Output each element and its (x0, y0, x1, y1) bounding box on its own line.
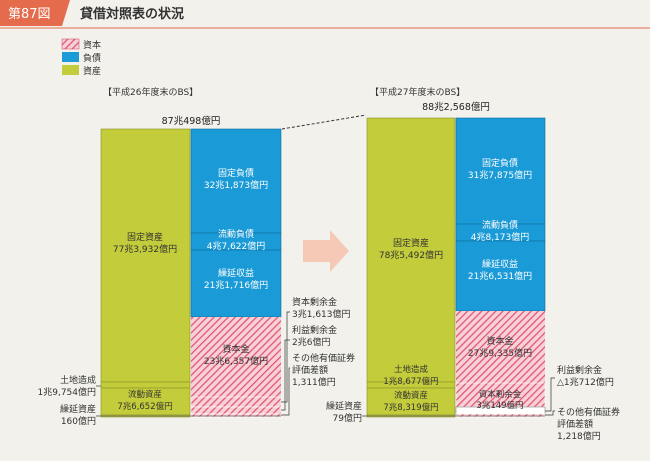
h26-liability-current-name: 流動負債 (218, 228, 254, 240)
bar-h26 (100, 128, 282, 418)
h27-asset-fixed-name: 固定資産 (393, 237, 429, 249)
h26-asset-deferred-amount: 160億円 (61, 415, 96, 427)
h27-liability-fixed-amount: 31兆7,875億円 (468, 169, 532, 181)
h26-retained-leader (281, 339, 290, 411)
heading-h26: 【平成26年度末のBS】 (103, 86, 198, 98)
h27-capital-stock-name: 資本金 (486, 335, 513, 347)
h26-asset-current-amount: 7兆6,652億円 (117, 401, 172, 412)
legend-swatch-liability (62, 52, 79, 62)
h27-capital-surplus-name: 資本剰余金 (479, 389, 522, 400)
figure-badge-tip (62, 0, 70, 26)
h26-liability-fixed-name: 固定負債 (218, 167, 254, 179)
h26-asset-land-amount: 1兆9,754億円 (38, 386, 97, 398)
figure-badge (0, 0, 62, 26)
h26-asset-deferred-name: 繰延資産 (60, 403, 96, 415)
figure-title: 貸借対照表の状況 (80, 6, 184, 22)
h26-valuation-difference-name-2: 評価差額 (292, 364, 328, 376)
h26-asset-fixed (100, 128, 191, 383)
h26-valuation-difference-amount: 1,311億円 (292, 376, 336, 388)
h27-asset-current-name: 流動資産 (394, 390, 428, 401)
h26-liability-fixed (190, 128, 282, 234)
legend-swatch-asset (62, 65, 79, 75)
total-h27: 88兆2,568億円 (422, 101, 490, 113)
h27-asset-deferred-amount: 79億円 (333, 412, 362, 424)
transition-arrow (303, 230, 349, 272)
h26-asset-current (100, 387, 191, 416)
h26-capital-stock-name: 資本金 (222, 343, 249, 355)
h26-liability-fixed-amount: 32兆1,873億円 (204, 179, 268, 191)
legend-label-liability: 負債 (83, 52, 101, 64)
h26-capital-surplus-amount: 3兆1,613億円 (292, 308, 351, 320)
header: 第87図 貸借対照表の状況 (0, 0, 650, 29)
h27-liability-deferred-revenue (455, 240, 546, 312)
h26-retained-earnings (190, 406, 282, 415)
h27-asset-fixed-amount: 78兆5,492億円 (379, 249, 443, 261)
h27-valuation-difference-name-2: 評価差額 (557, 418, 593, 430)
h27-liability-fixed-name: 固定負債 (482, 157, 518, 169)
bar-h27 (366, 117, 546, 418)
legend: 資本 負債 資産 (61, 38, 101, 77)
h26-asset-fixed-name: 固定資産 (127, 231, 163, 243)
h26-retained-earnings-name: 利益剰余金 (292, 324, 337, 336)
h26-retained-earnings-amount: 2兆6億円 (292, 336, 330, 348)
h27-asset-land-name: 土地造成 (394, 364, 429, 375)
h27-asset-land-amount: 1兆8,677億円 (383, 376, 438, 387)
h27-retained-earnings-name: 利益剰余金 (557, 364, 602, 376)
h26-capital-stock (191, 317, 281, 397)
h27-capital-surplus-amount: 3兆149億円 (476, 400, 523, 411)
total-h26: 87兆498億円 (162, 115, 221, 127)
legend-label-asset: 資産 (83, 65, 101, 77)
total-connector-line (281, 114, 367, 130)
h26-deferred-revenue-name: 繰延収益 (218, 267, 254, 279)
h26-valuation-difference (190, 413, 282, 418)
h27-liability-current-amount: 4兆8,173億円 (471, 231, 530, 243)
h27-asset-current-amount: 7兆8,319億円 (383, 402, 438, 413)
h26-asset-current-name: 流動資産 (128, 389, 162, 400)
legend-label-capital: 資本 (83, 39, 101, 51)
h27-retained-leader (545, 377, 555, 412)
h26-valuation-difference-name-1: その他有価証券 (292, 352, 355, 364)
h27-valuation-leader (545, 410, 555, 416)
h26-asset-land (100, 381, 191, 389)
h27-asset-deferred-name: 繰延資産 (326, 400, 362, 412)
h27-liability-current-name: 流動負債 (482, 219, 518, 231)
h27-valuation-difference-amount: 1,218億円 (557, 430, 601, 442)
h26-valuation-leader (281, 367, 290, 416)
h27-valuation-difference-name-1: その他有価証券 (557, 406, 620, 418)
h27-deferred-revenue-name: 繰延収益 (482, 258, 518, 270)
h26-deferred-revenue-amount: 21兆1,716億円 (204, 279, 268, 291)
h26-capital-surplus-name: 資本剰余金 (292, 296, 337, 308)
h26-asset-land-name: 土地造成 (60, 374, 96, 386)
h27-deferred-revenue-amount: 21兆6,531億円 (468, 270, 532, 282)
h27-capital-surplus (455, 382, 546, 408)
h27-valuation-difference (455, 413, 546, 418)
h27-asset-fixed (366, 117, 456, 383)
h26-surplus-leader (281, 311, 290, 403)
h26-liability-deferred-revenue (190, 249, 282, 318)
h27-retained-earnings-amount: △1兆712億円 (557, 376, 614, 388)
h26-liability-current-amount: 4兆7,622億円 (207, 240, 266, 252)
h27-asset-current (366, 387, 456, 416)
h27-liability-fixed (455, 117, 546, 225)
h26-capital-stock-amount: 23兆6,357億円 (204, 355, 268, 367)
legend-swatch-capital (61, 38, 80, 50)
figure-number: 第87図 (8, 7, 51, 22)
h26-asset-fixed-amount: 77兆3,932億円 (113, 243, 177, 255)
h26-capital-surplus (190, 396, 282, 408)
h27-capital-stock-amount: 27兆9,335億円 (468, 347, 532, 359)
heading-h27: 【平成27年度末のBS】 (370, 86, 465, 98)
